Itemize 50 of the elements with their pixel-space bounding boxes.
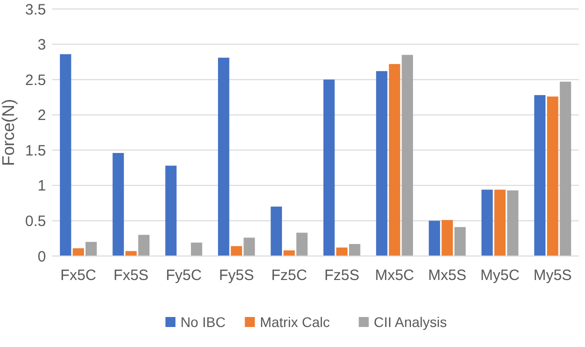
bar [138,234,150,256]
bar [112,152,124,256]
y-tick-label: 3.5 [25,1,46,18]
bar [349,244,360,256]
bar [284,250,295,256]
bar [218,58,230,256]
x-tick-label: My5S [533,267,572,284]
bar [376,71,388,256]
x-tick-label: Fy5S [218,267,254,284]
x-tick-label: Fy5C [166,267,202,284]
bar [165,166,177,256]
legend-label: Matrix Calc [260,314,330,330]
y-tick-label: 2.5 [25,72,46,89]
x-tick-label: Fz5C [271,267,308,284]
bar [534,95,546,256]
y-tick-label: 1.5 [25,142,46,160]
bar [482,190,493,256]
y-tick-label: 0 [38,248,46,266]
bar [336,248,348,256]
bar [428,220,440,256]
y-tick-label: 3 [38,36,46,54]
y-tick-label: 2 [38,107,46,124]
x-tick-label: Fx5C [60,267,96,284]
bar [454,227,466,256]
x-tick-label: My5C [480,267,520,284]
bar [323,80,335,256]
bar [402,54,413,256]
bar [442,220,453,256]
bar [270,206,282,256]
x-tick-label: Mx5S [428,267,466,284]
bar [190,242,202,256]
x-tick-label: Mx5C [374,267,414,284]
legend-label: CII Analysis [374,314,447,330]
bar [86,242,97,256]
y-tick-label: 0.5 [25,212,46,230]
bar [72,248,84,256]
y-tick-label: 1 [38,178,46,195]
bar [60,54,72,256]
x-tick-label: Fz5S [324,267,360,284]
bar [507,190,518,256]
bar [244,238,255,256]
legend-label: No IBC [180,314,226,330]
bar [388,64,400,256]
bar [547,96,558,256]
y-axis-title: Force(N) [0,98,18,166]
bar [560,82,572,256]
x-tick-label: Fx5S [114,267,149,284]
bar [494,190,506,256]
bar [296,232,308,256]
bar [230,246,242,256]
